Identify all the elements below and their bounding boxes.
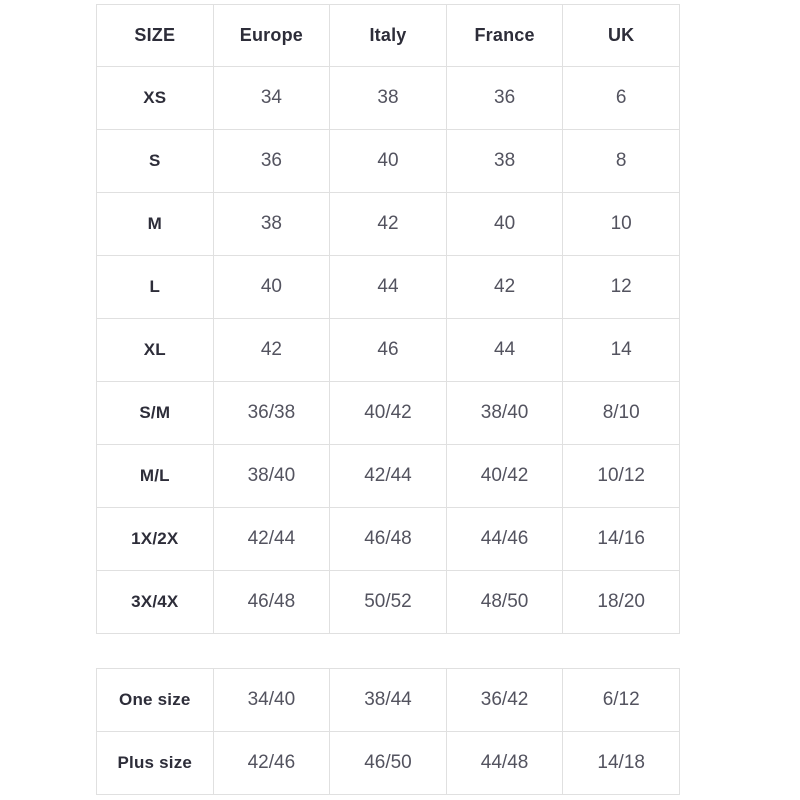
size-table-body: XS 34 38 36 6 S 36 40 38 8 M 38 42 40 10 L 40 44 42 12 XL 42 4… — [96, 66, 680, 634]
size-value-cell: 42/44 — [212, 507, 331, 571]
size-value-cell: 6 — [562, 66, 680, 130]
size-value-cell: 36/42 — [445, 668, 564, 732]
region-column-header: Italy — [329, 4, 447, 67]
size-label-cell: M — [96, 192, 214, 256]
size-value-cell: 46/50 — [329, 731, 447, 795]
size-value-cell: 40 — [445, 192, 564, 256]
size-value-cell: 44/48 — [445, 731, 564, 795]
size-value-cell: 46 — [329, 318, 447, 382]
size-value-cell: 38 — [212, 192, 331, 256]
size-value-cell: 38/40 — [212, 444, 331, 508]
size-label-cell: S/M — [96, 381, 214, 445]
size-label-cell: 1X/2X — [96, 507, 214, 571]
size-value-cell: 42/44 — [329, 444, 447, 508]
table-row: 3X/4X 46/48 50/52 48/50 18/20 — [96, 570, 680, 634]
size-table-header: SIZE Europe Italy France UK — [96, 4, 680, 67]
table-row: 1X/2X 42/44 46/48 44/46 14/16 — [96, 507, 680, 571]
size-value-cell: 36 — [212, 129, 331, 193]
size-value-cell: 34 — [212, 66, 331, 130]
size-value-cell: 42 — [212, 318, 331, 382]
table-row: S/M 36/38 40/42 38/40 8/10 — [96, 381, 680, 445]
size-value-cell: 50/52 — [329, 570, 447, 634]
size-value-cell: 10 — [562, 192, 680, 256]
region-column-header: France — [445, 4, 564, 67]
size-value-cell: 38 — [445, 129, 564, 193]
size-value-cell: 44 — [445, 318, 564, 382]
size-value-cell: 12 — [562, 255, 680, 319]
table-row: One size 34/40 38/44 36/42 6/12 — [96, 668, 680, 732]
size-value-cell: 36/38 — [212, 381, 331, 445]
size-value-cell: 38/44 — [329, 668, 447, 732]
size-value-cell: 14/18 — [562, 731, 680, 795]
table-row: XL 42 46 44 14 — [96, 318, 680, 382]
size-label-cell: One size — [96, 668, 214, 732]
table-row: M 38 42 40 10 — [96, 192, 680, 256]
size-value-cell: 44 — [329, 255, 447, 319]
size-label-cell: L — [96, 255, 214, 319]
table-row: Plus size 42/46 46/50 44/48 14/18 — [96, 731, 680, 795]
size-value-cell: 46/48 — [329, 507, 447, 571]
size-label-cell: Plus size — [96, 731, 214, 795]
size-value-cell: 18/20 — [562, 570, 680, 634]
size-value-cell: 40 — [212, 255, 331, 319]
size-value-cell: 44/46 — [445, 507, 564, 571]
size-label-cell: S — [96, 129, 214, 193]
size-value-cell: 40/42 — [329, 381, 447, 445]
table-row: XS 34 38 36 6 — [96, 66, 680, 130]
size-column-header: SIZE — [96, 4, 214, 67]
size-value-cell: 38/40 — [445, 381, 564, 445]
special-sizes-table-body: One size 34/40 38/44 36/42 6/12 Plus size 42/4… — [96, 668, 680, 795]
region-column-header: UK — [562, 4, 680, 67]
table-row: M/L 38/40 42/44 40/42 10/12 — [96, 444, 680, 508]
size-value-cell: 48/50 — [445, 570, 564, 634]
size-value-cell: 36 — [445, 66, 564, 130]
table-row: S 36 40 38 8 — [96, 129, 680, 193]
size-label-cell: M/L — [96, 444, 214, 508]
size-conversion-table: SIZE Europe Italy France UK XS 34 38 36 6 S 36 40 38… — [96, 4, 680, 634]
size-value-cell: 42 — [329, 192, 447, 256]
size-value-cell: 40/42 — [445, 444, 564, 508]
size-value-cell: 6/12 — [562, 668, 680, 732]
size-value-cell: 42 — [445, 255, 564, 319]
size-value-cell: 40 — [329, 129, 447, 193]
size-value-cell: 8/10 — [562, 381, 680, 445]
size-label-cell: XL — [96, 318, 214, 382]
size-label-cell: 3X/4X — [96, 570, 214, 634]
size-value-cell: 14 — [562, 318, 680, 382]
size-value-cell: 42/46 — [212, 731, 331, 795]
size-value-cell: 38 — [329, 66, 447, 130]
header-row: SIZE Europe Italy France UK — [96, 4, 680, 67]
size-value-cell: 8 — [562, 129, 680, 193]
size-value-cell: 14/16 — [562, 507, 680, 571]
size-label-cell: XS — [96, 66, 214, 130]
size-value-cell: 10/12 — [562, 444, 680, 508]
size-value-cell: 46/48 — [212, 570, 331, 634]
region-column-header: Europe — [212, 4, 331, 67]
special-sizes-table: One size 34/40 38/44 36/42 6/12 Plus size 42/4… — [96, 668, 680, 795]
table-row: L 40 44 42 12 — [96, 255, 680, 319]
size-value-cell: 34/40 — [212, 668, 331, 732]
